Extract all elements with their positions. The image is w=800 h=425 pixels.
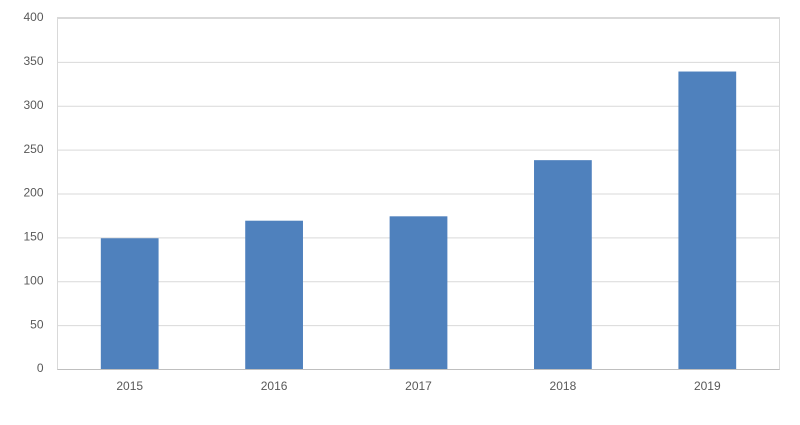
x-tick-label: 2019: [694, 379, 721, 393]
y-tick-label: 250: [23, 142, 43, 156]
y-tick-label: 50: [30, 317, 44, 331]
bar: [245, 220, 303, 369]
bar: [389, 216, 448, 369]
y-tick-label: 400: [23, 10, 43, 24]
y-tick-label: 0: [37, 361, 44, 375]
y-tick-label: 150: [23, 230, 43, 244]
bar: [534, 160, 592, 369]
x-tick-label: 2015: [116, 379, 143, 393]
x-tick-label: 2017: [405, 379, 432, 393]
y-tick-label: 350: [23, 54, 43, 68]
bar: [100, 238, 159, 369]
y-tick-label: 200: [23, 186, 43, 200]
y-tick-label: 300: [23, 98, 43, 112]
bar: [678, 71, 737, 369]
x-tick-label: 2018: [550, 379, 577, 393]
y-tick-label: 100: [23, 273, 43, 287]
x-tick-label: 2016: [261, 379, 288, 393]
